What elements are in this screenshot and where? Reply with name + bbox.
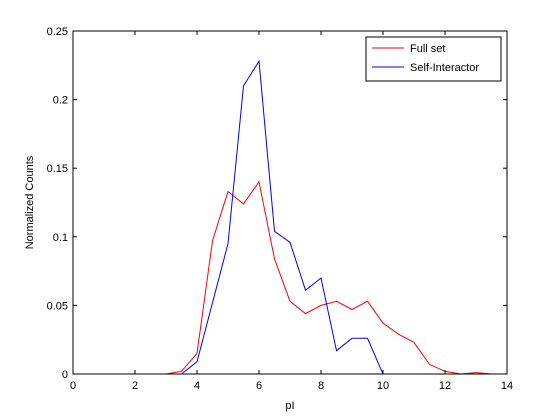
y-tick-label: 0.25 <box>47 26 68 38</box>
x-tick-label: 0 <box>70 380 76 392</box>
y-tick-label: 0 <box>62 369 68 381</box>
x-tick-label: 6 <box>256 380 262 392</box>
x-tick-label: 4 <box>194 380 200 392</box>
series-line-2 <box>181 59 384 375</box>
x-tick-label: 12 <box>439 380 451 392</box>
legend-box <box>365 36 502 82</box>
tick-layer: 0 2 4 6 8 10 12 14 0 0.05 0.1 0.15 0.2 0.25 <box>47 26 514 392</box>
y-tick-label: 0.1 <box>53 232 68 244</box>
y-tick-label: 0.2 <box>53 95 68 107</box>
x-tick-label: 8 <box>318 380 324 392</box>
plot-area <box>73 31 507 374</box>
x-tick-label: 2 <box>132 380 138 392</box>
plot-frame <box>72 30 508 375</box>
legend: Full set Self-Interactor <box>365 36 502 82</box>
y-tick-label: 0.15 <box>47 163 68 175</box>
legend-label-2: Self-Interactor <box>410 62 479 74</box>
x-tick-label: 14 <box>501 380 513 392</box>
x-axis-label: pI <box>285 400 294 412</box>
y-axis-label: Normalized Counts <box>24 155 36 249</box>
x-tick-label: 10 <box>377 380 389 392</box>
legend-label-1: Full set <box>410 43 445 55</box>
series-layer <box>165 59 492 375</box>
series-line-1 <box>165 180 492 375</box>
y-tick-label: 0.05 <box>47 300 68 312</box>
